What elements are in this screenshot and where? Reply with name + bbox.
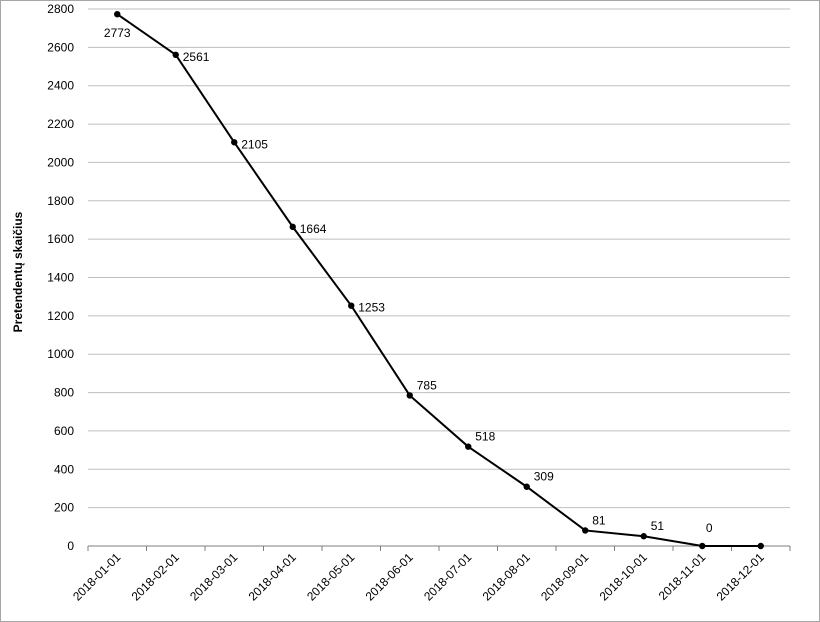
data-label: 2561 — [183, 50, 210, 64]
y-axis-title: Pretendentų skaičius — [11, 211, 25, 332]
marker — [406, 392, 413, 399]
y-tick-label: 0 — [67, 539, 74, 553]
y-tick-label: 400 — [54, 462, 74, 476]
y-tick-label: 600 — [54, 424, 74, 438]
y-tick-label: 2600 — [47, 40, 74, 54]
y-tick-label: 1400 — [47, 271, 74, 285]
y-tick-label: 2400 — [47, 79, 74, 93]
y-tick-label: 2800 — [47, 2, 74, 16]
marker — [114, 10, 121, 18]
marker — [289, 223, 296, 231]
y-tick-label: 800 — [54, 386, 74, 400]
y-tick-label: 1200 — [47, 309, 74, 323]
marker — [582, 527, 589, 534]
marker — [172, 51, 179, 59]
data-label: 309 — [534, 470, 554, 484]
marker — [465, 443, 472, 450]
data-label: 1664 — [300, 222, 327, 236]
data-label: 785 — [417, 378, 437, 392]
marker — [757, 542, 764, 550]
data-label: 2105 — [241, 137, 268, 151]
marker — [699, 542, 706, 550]
marker — [348, 302, 355, 309]
data-label: 81 — [592, 513, 606, 527]
marker — [640, 533, 647, 540]
data-label: 51 — [651, 519, 665, 533]
y-tick-label: 2000 — [47, 155, 74, 169]
data-label: 2773 — [104, 26, 131, 40]
y-tick-label: 200 — [54, 501, 74, 515]
y-tick-label: 1600 — [47, 232, 74, 246]
y-tick-label: 2200 — [47, 117, 74, 131]
y-tick-label: 1800 — [47, 194, 74, 208]
data-label: 1253 — [358, 301, 385, 315]
marker — [231, 139, 238, 146]
marker — [523, 483, 530, 490]
line — [116, 13, 761, 547]
y-tick-label: 1000 — [47, 347, 74, 361]
data-label: 0 — [706, 521, 713, 535]
data-label: 518 — [475, 430, 495, 444]
